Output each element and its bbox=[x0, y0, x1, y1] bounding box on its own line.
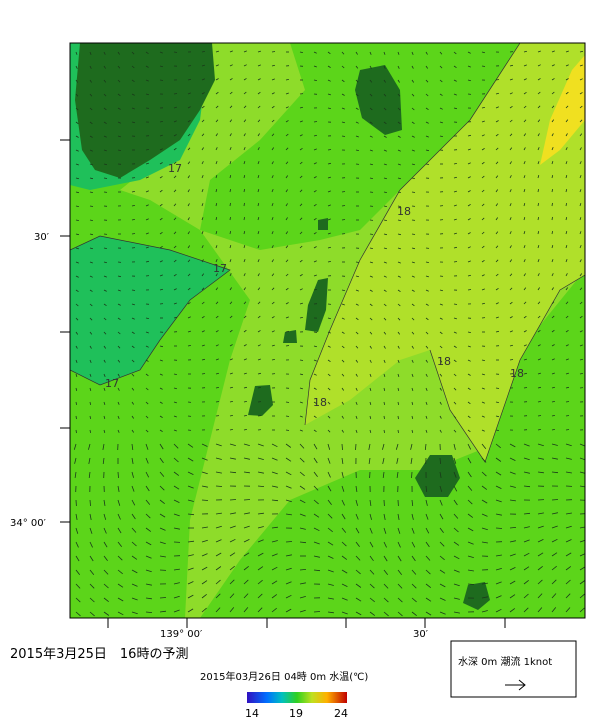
vector bbox=[412, 234, 415, 235]
lat-label: 30′ bbox=[34, 232, 50, 243]
vector bbox=[230, 500, 236, 501]
vector bbox=[454, 304, 457, 305]
vector bbox=[230, 203, 231, 206]
vector bbox=[454, 262, 457, 263]
vector bbox=[104, 178, 107, 179]
contour-label: 17 bbox=[213, 262, 227, 275]
colorbar bbox=[247, 692, 347, 703]
vector bbox=[496, 80, 499, 81]
vector bbox=[76, 416, 77, 419]
vector bbox=[216, 486, 222, 487]
vector bbox=[286, 402, 289, 403]
vector bbox=[286, 416, 289, 417]
vector bbox=[90, 206, 93, 207]
vector bbox=[412, 472, 413, 478]
vector bbox=[384, 416, 385, 419]
colorbar-tick: 19 bbox=[289, 707, 303, 720]
vector bbox=[202, 500, 208, 501]
contour-label: 18 bbox=[510, 367, 524, 380]
vector bbox=[468, 584, 474, 585]
vector bbox=[566, 430, 569, 431]
vector bbox=[356, 262, 359, 263]
vector bbox=[244, 500, 250, 501]
contour-label: 18 bbox=[313, 396, 327, 409]
lon-label: 139° 00′ bbox=[160, 629, 203, 640]
legend-label: 水深 0m 潮流 1knot bbox=[458, 655, 552, 668]
caption: 2015年3月25日 16時の予測 bbox=[10, 647, 188, 662]
vector bbox=[314, 122, 317, 123]
contour-label: 18 bbox=[397, 205, 411, 218]
vector bbox=[552, 203, 553, 206]
vector bbox=[314, 612, 320, 613]
vector bbox=[174, 52, 177, 53]
colorbar-title: 2015年03月26日 04時 0m 水温(℃) bbox=[200, 670, 368, 683]
vector bbox=[426, 164, 429, 165]
vector bbox=[342, 192, 345, 193]
vector bbox=[538, 416, 541, 417]
colorbar-tick: 24 bbox=[334, 707, 348, 720]
contour-label: 17 bbox=[105, 377, 119, 390]
vector bbox=[342, 206, 345, 207]
vector bbox=[230, 217, 231, 220]
vector bbox=[328, 150, 331, 151]
vector bbox=[314, 332, 317, 333]
vector bbox=[160, 80, 163, 81]
contour-label: 17 bbox=[168, 162, 182, 175]
vector bbox=[118, 472, 119, 478]
vector bbox=[482, 66, 485, 67]
vector bbox=[202, 374, 205, 375]
vector bbox=[342, 136, 345, 137]
vector bbox=[342, 220, 345, 221]
vector bbox=[286, 542, 292, 543]
vector bbox=[132, 290, 135, 291]
legend-box bbox=[451, 641, 576, 697]
vector bbox=[90, 500, 91, 506]
vector bbox=[510, 360, 513, 361]
lon-label: 30′ bbox=[413, 629, 429, 640]
vector bbox=[496, 528, 502, 529]
vector bbox=[524, 388, 527, 389]
island bbox=[318, 218, 328, 230]
vector bbox=[286, 346, 289, 347]
vector bbox=[398, 416, 399, 419]
map-area bbox=[70, 43, 586, 618]
vector bbox=[132, 234, 135, 235]
vector bbox=[300, 360, 303, 361]
vector bbox=[566, 402, 569, 403]
vector bbox=[76, 430, 77, 433]
vector bbox=[552, 217, 553, 220]
vector bbox=[412, 192, 415, 193]
vector bbox=[496, 388, 499, 389]
vector bbox=[342, 444, 343, 450]
vector bbox=[160, 598, 166, 599]
vector bbox=[244, 203, 245, 206]
vector bbox=[468, 290, 471, 291]
vector bbox=[370, 234, 373, 235]
vector bbox=[272, 52, 275, 53]
lat-label: 34° 00′ bbox=[10, 518, 47, 529]
vector bbox=[216, 402, 219, 403]
vector bbox=[566, 416, 569, 417]
vector bbox=[286, 430, 289, 431]
vector bbox=[398, 430, 399, 433]
contour-label: 18 bbox=[437, 355, 451, 368]
vector bbox=[174, 94, 177, 95]
colorbar-tick: 14 bbox=[245, 707, 259, 720]
vector bbox=[356, 444, 357, 450]
vector bbox=[552, 500, 558, 501]
